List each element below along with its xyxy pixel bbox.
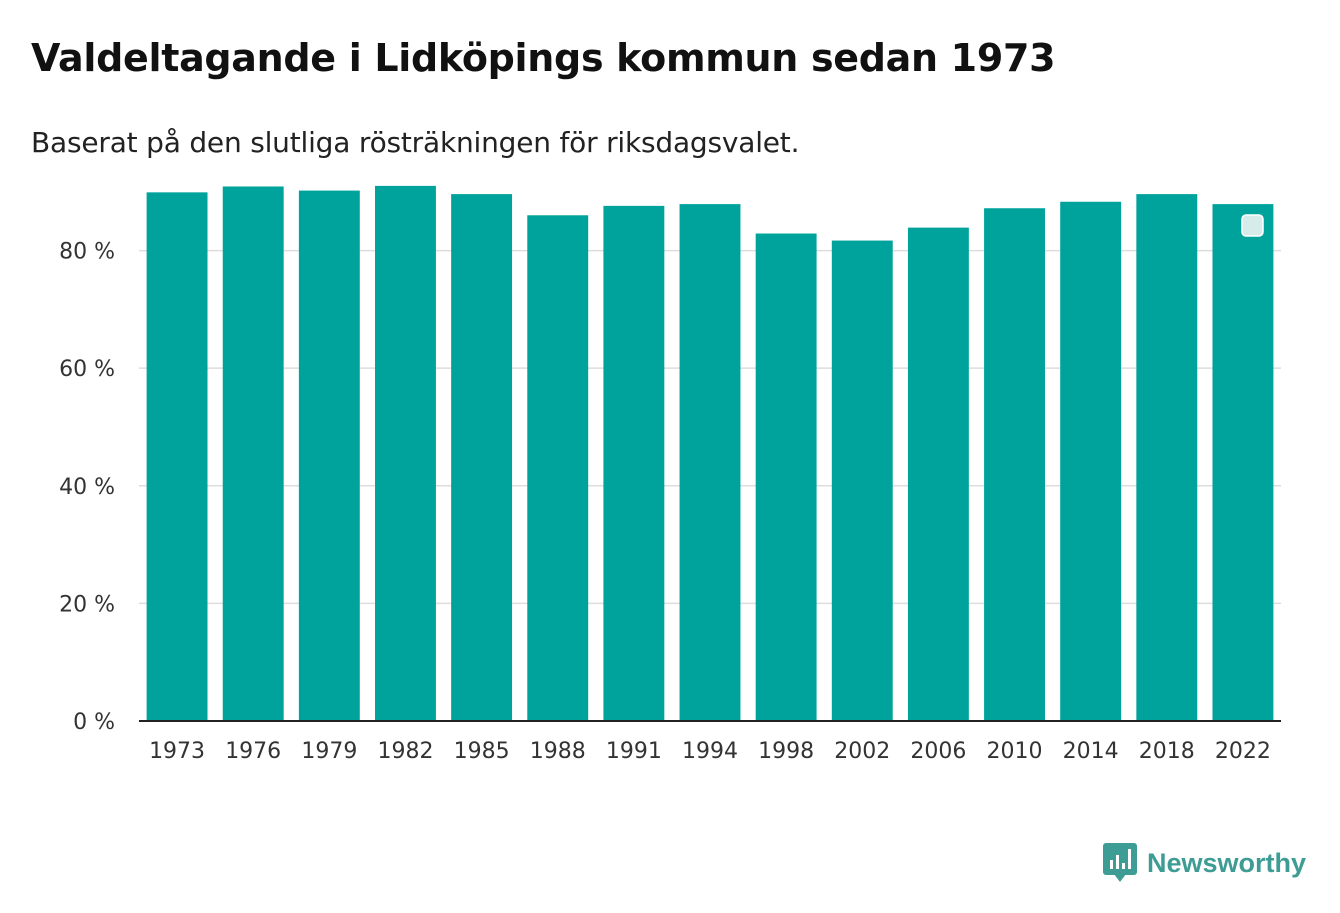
x-tick-label: 1998 (758, 739, 814, 764)
bar-1979[interactable] (298, 190, 360, 721)
y-tick-label: 20 % (59, 592, 115, 617)
y-tick-label: 60 % (59, 357, 115, 382)
x-tick-label: 1982 (377, 739, 433, 764)
x-tick-label: 2018 (1139, 739, 1195, 764)
bar-1998[interactable] (755, 233, 817, 721)
x-tick-label: 1988 (530, 739, 586, 764)
bar-2002[interactable] (831, 240, 893, 721)
x-tick-label: 1976 (225, 739, 281, 764)
x-tick-label: 2022 (1215, 739, 1271, 764)
bar-1994[interactable] (679, 204, 741, 721)
bar-2010[interactable] (984, 208, 1045, 722)
x-tick-label: 1979 (301, 739, 357, 764)
bars (146, 185, 1274, 722)
x-tick-label: 2006 (910, 739, 966, 764)
bar-1991[interactable] (603, 205, 665, 722)
x-tick-label: 2010 (987, 739, 1043, 764)
y-tick-label: 0 % (73, 710, 115, 735)
bar-1976[interactable] (222, 186, 284, 721)
x-tick-label: 1991 (606, 739, 662, 764)
bar-1982[interactable] (375, 185, 436, 721)
legend-toggle-icon[interactable] (1241, 214, 1264, 237)
bar-2014[interactable] (1060, 201, 1122, 721)
brand-logo[interactable]: Newsworthy (1103, 842, 1306, 884)
y-tick-label: 80 % (59, 240, 115, 265)
y-axis-ticks: 0 % 20 % 40 % 60 % 80 % (59, 240, 115, 735)
bar-1988[interactable] (527, 215, 589, 722)
x-axis-ticks: 1973 1976 1979 1982 1985 1988 1991 1994 1998 2002… (149, 739, 1271, 764)
x-tick-label: 2014 (1063, 739, 1119, 764)
y-tick-label: 40 % (59, 475, 115, 500)
newsworthy-logo-icon (1103, 843, 1137, 882)
x-tick-label: 1973 (149, 739, 205, 764)
bar-2022[interactable] (1212, 204, 1274, 721)
bar-2006[interactable] (907, 227, 969, 721)
x-tick-label: 1985 (454, 739, 510, 764)
chart-subtitle: Baserat på den slutliga rösträkningen fö… (31, 126, 800, 159)
bar-2018[interactable] (1136, 194, 1198, 721)
bar-1985[interactable] (451, 194, 513, 721)
bar-1973[interactable] (146, 192, 208, 722)
chart-title: Valdeltagande i Lidköpings kommun sedan … (31, 36, 1056, 80)
brand-name: Newsworthy (1147, 847, 1307, 878)
x-tick-label: 2002 (834, 739, 890, 764)
x-tick-label: 1994 (682, 739, 738, 764)
